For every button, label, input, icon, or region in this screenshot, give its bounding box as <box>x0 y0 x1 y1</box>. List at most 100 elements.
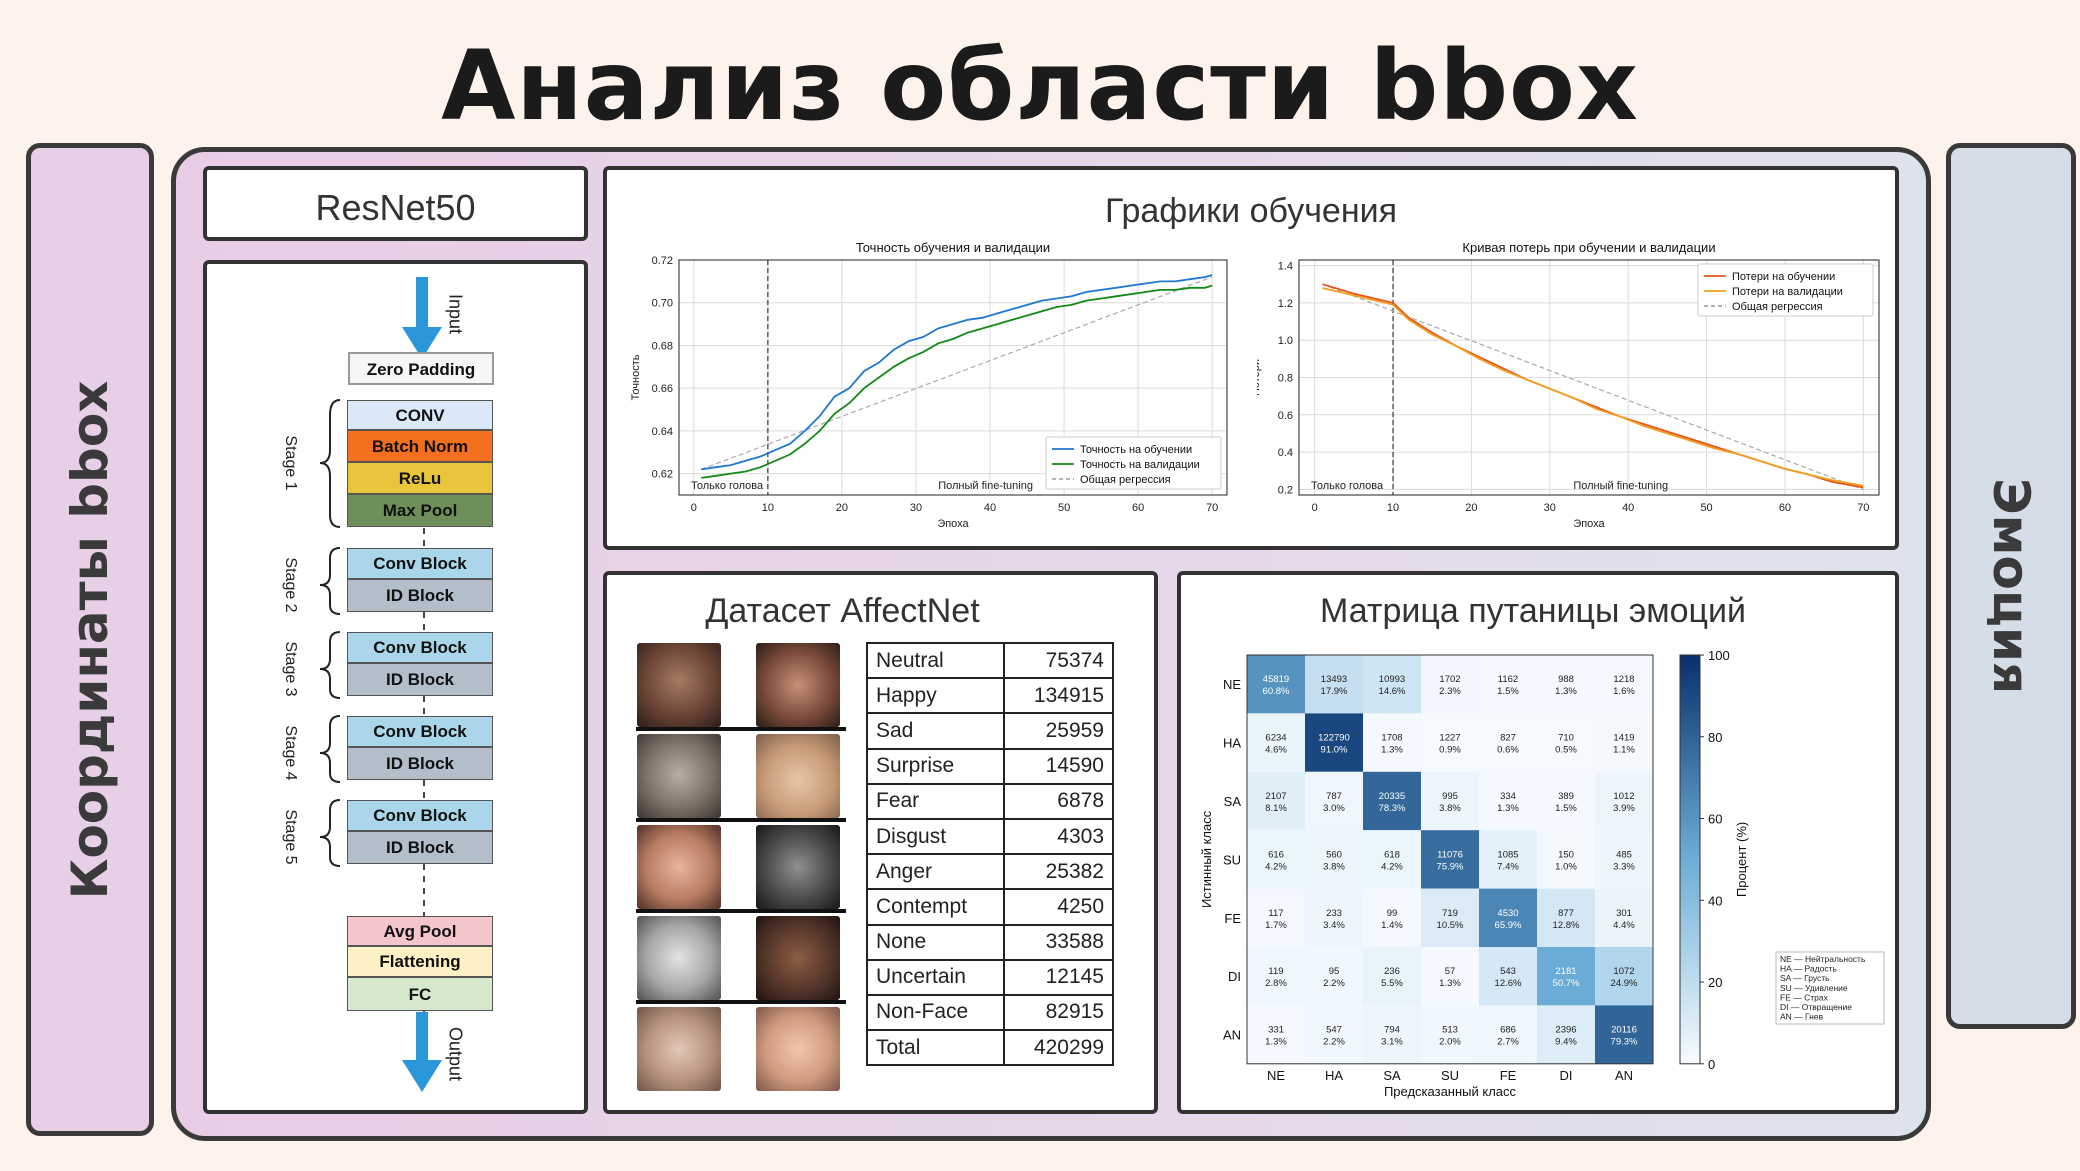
colorbar-tick-label: 0 <box>1708 1057 1715 1072</box>
cell-percent: 78.3% <box>1379 803 1406 814</box>
heatmap-cell <box>1363 1005 1421 1064</box>
heatmap-cell <box>1247 1005 1305 1064</box>
cell-count: 301 <box>1616 908 1632 919</box>
right-label: Эмоция <box>1982 477 2040 695</box>
y-tick-label: 0.6 <box>1278 410 1293 422</box>
cell-percent: 91.0% <box>1321 745 1348 756</box>
x-tick-label: 60 <box>1132 502 1144 514</box>
resnet-title-panel: ResNet50 <box>203 166 588 241</box>
x-tick-label: 40 <box>984 502 996 514</box>
abbreviation-legend-entry: SA — Грусть <box>1780 973 1830 983</box>
y-tick-label: 0.62 <box>652 469 673 481</box>
cell-percent: 1.3% <box>1265 1037 1287 1048</box>
dataset-row: Neutral 75374 <box>866 641 1115 680</box>
heatmap-cell <box>1537 771 1595 831</box>
cell-count: 560 <box>1326 849 1342 860</box>
flattening-block: Flattening <box>347 946 493 977</box>
x-tick-label: SA <box>1383 1068 1401 1083</box>
maxpool-block: Max Pool <box>347 494 493 527</box>
heatmap-cell <box>1305 713 1363 772</box>
cell-count: 331 <box>1268 1025 1284 1036</box>
cell-percent: 1.7% <box>1265 920 1287 931</box>
heatmap-cell <box>1305 947 1363 1006</box>
cell-count: 11076 <box>1437 849 1463 860</box>
dataset-class-count: 4303 <box>1002 817 1115 856</box>
y-tick-label: 0.64 <box>652 426 673 438</box>
face-thumbnail <box>756 734 840 818</box>
regression-line <box>701 276 1213 470</box>
cell-percent: 1.5% <box>1497 686 1519 697</box>
heatmap-cell <box>1595 947 1653 1006</box>
face-thumbnail <box>756 1007 840 1091</box>
x-tick-label: HA <box>1325 1068 1343 1083</box>
dataset-row: Anger 25382 <box>866 853 1115 891</box>
cell-percent: 2.8% <box>1265 978 1287 989</box>
series-line <box>701 284 1213 479</box>
dataset-class-label: Total <box>866 1029 1005 1067</box>
stage5-id-block: ID Block <box>347 831 493 864</box>
annotation-full-finetune: Полный fine-tuning <box>1573 480 1668 492</box>
cell-count: 150 <box>1558 849 1574 860</box>
cell-percent: 3.8% <box>1439 803 1461 814</box>
heatmap-cell <box>1537 947 1595 1006</box>
cell-count: 686 <box>1500 1025 1516 1036</box>
y-tick-label: 0.4 <box>1278 447 1293 459</box>
relu-block: ReLu <box>347 462 493 494</box>
heatmap-cell <box>1595 830 1653 889</box>
x-tick-label: AN <box>1615 1068 1633 1083</box>
stage3-conv-block: Conv Block <box>347 632 493 663</box>
abbreviation-legend-entry: SU — Удивление <box>1780 983 1848 993</box>
dataset-class-count: 134915 <box>1002 677 1115 715</box>
cell-count: 1085 <box>1497 849 1518 860</box>
y-tick-label: 0.8 <box>1278 373 1293 385</box>
heatmap-cell <box>1363 655 1421 714</box>
stage2-conv-block: Conv Block <box>347 548 493 579</box>
legend-box <box>1697 263 1874 317</box>
cell-percent: 75.9% <box>1437 861 1464 872</box>
y-axis-label: Истинный класс <box>1199 810 1214 908</box>
series-line <box>1322 287 1864 487</box>
stage5-conv-block: Conv Block <box>347 800 493 831</box>
cell-count: 988 <box>1558 674 1574 685</box>
cell-percent: 8.1% <box>1265 803 1287 814</box>
cell-count: 20335 <box>1379 791 1405 802</box>
heatmap-cell <box>1305 655 1363 714</box>
cell-percent: 1.0% <box>1555 861 1577 872</box>
x-tick-label: FE <box>1500 1068 1517 1083</box>
x-tick-label: 20 <box>1465 502 1477 514</box>
colorbar <box>1679 654 1701 1065</box>
cell-count: 6234 <box>1265 733 1286 744</box>
x-axis-label: Эпоха <box>1573 518 1605 530</box>
training-panel: Графики обучения Точность обучения и вал… <box>603 166 1899 550</box>
abbreviation-legend-box <box>1775 951 1885 1025</box>
zero-padding-block: Zero Padding <box>348 352 494 385</box>
cell-percent: 12.8% <box>1553 920 1580 931</box>
stage-braces <box>319 399 341 867</box>
y-tick-label: NE <box>1223 677 1241 692</box>
cell-count: 2396 <box>1555 1025 1576 1036</box>
cell-percent: 60.8% <box>1263 686 1290 697</box>
heatmap-cell <box>1247 655 1305 714</box>
colorbar-tick-label: 100 <box>1708 648 1730 663</box>
cell-count: 236 <box>1384 966 1400 977</box>
heatmap-cell <box>1363 830 1421 889</box>
x-tick-label: DI <box>1560 1068 1573 1083</box>
cell-percent: 2.7% <box>1497 1037 1519 1048</box>
heatmap-cell <box>1305 888 1363 947</box>
heatmap-cell <box>1421 888 1479 947</box>
face-thumbnail <box>756 643 840 727</box>
dataset-class-count: 82915 <box>1002 993 1115 1032</box>
stage4-label: Stage 4 <box>282 725 299 781</box>
heatmap-frame <box>1246 654 1654 1065</box>
cell-count: 794 <box>1384 1025 1400 1036</box>
heatmap-cell <box>1247 947 1305 1006</box>
heatmap-cell <box>1595 655 1653 714</box>
cell-percent: 24.9% <box>1611 978 1638 989</box>
x-tick-label: 30 <box>1544 502 1556 514</box>
heatmap-cell <box>1537 830 1595 889</box>
y-tick-label: 0.68 <box>652 340 673 352</box>
annotation-head-only: Только голова <box>1311 480 1384 492</box>
colorbar-tick-label: 80 <box>1708 730 1722 745</box>
dataset-class-count: 33588 <box>1002 923 1115 961</box>
stage2-label: Stage 2 <box>282 557 299 613</box>
